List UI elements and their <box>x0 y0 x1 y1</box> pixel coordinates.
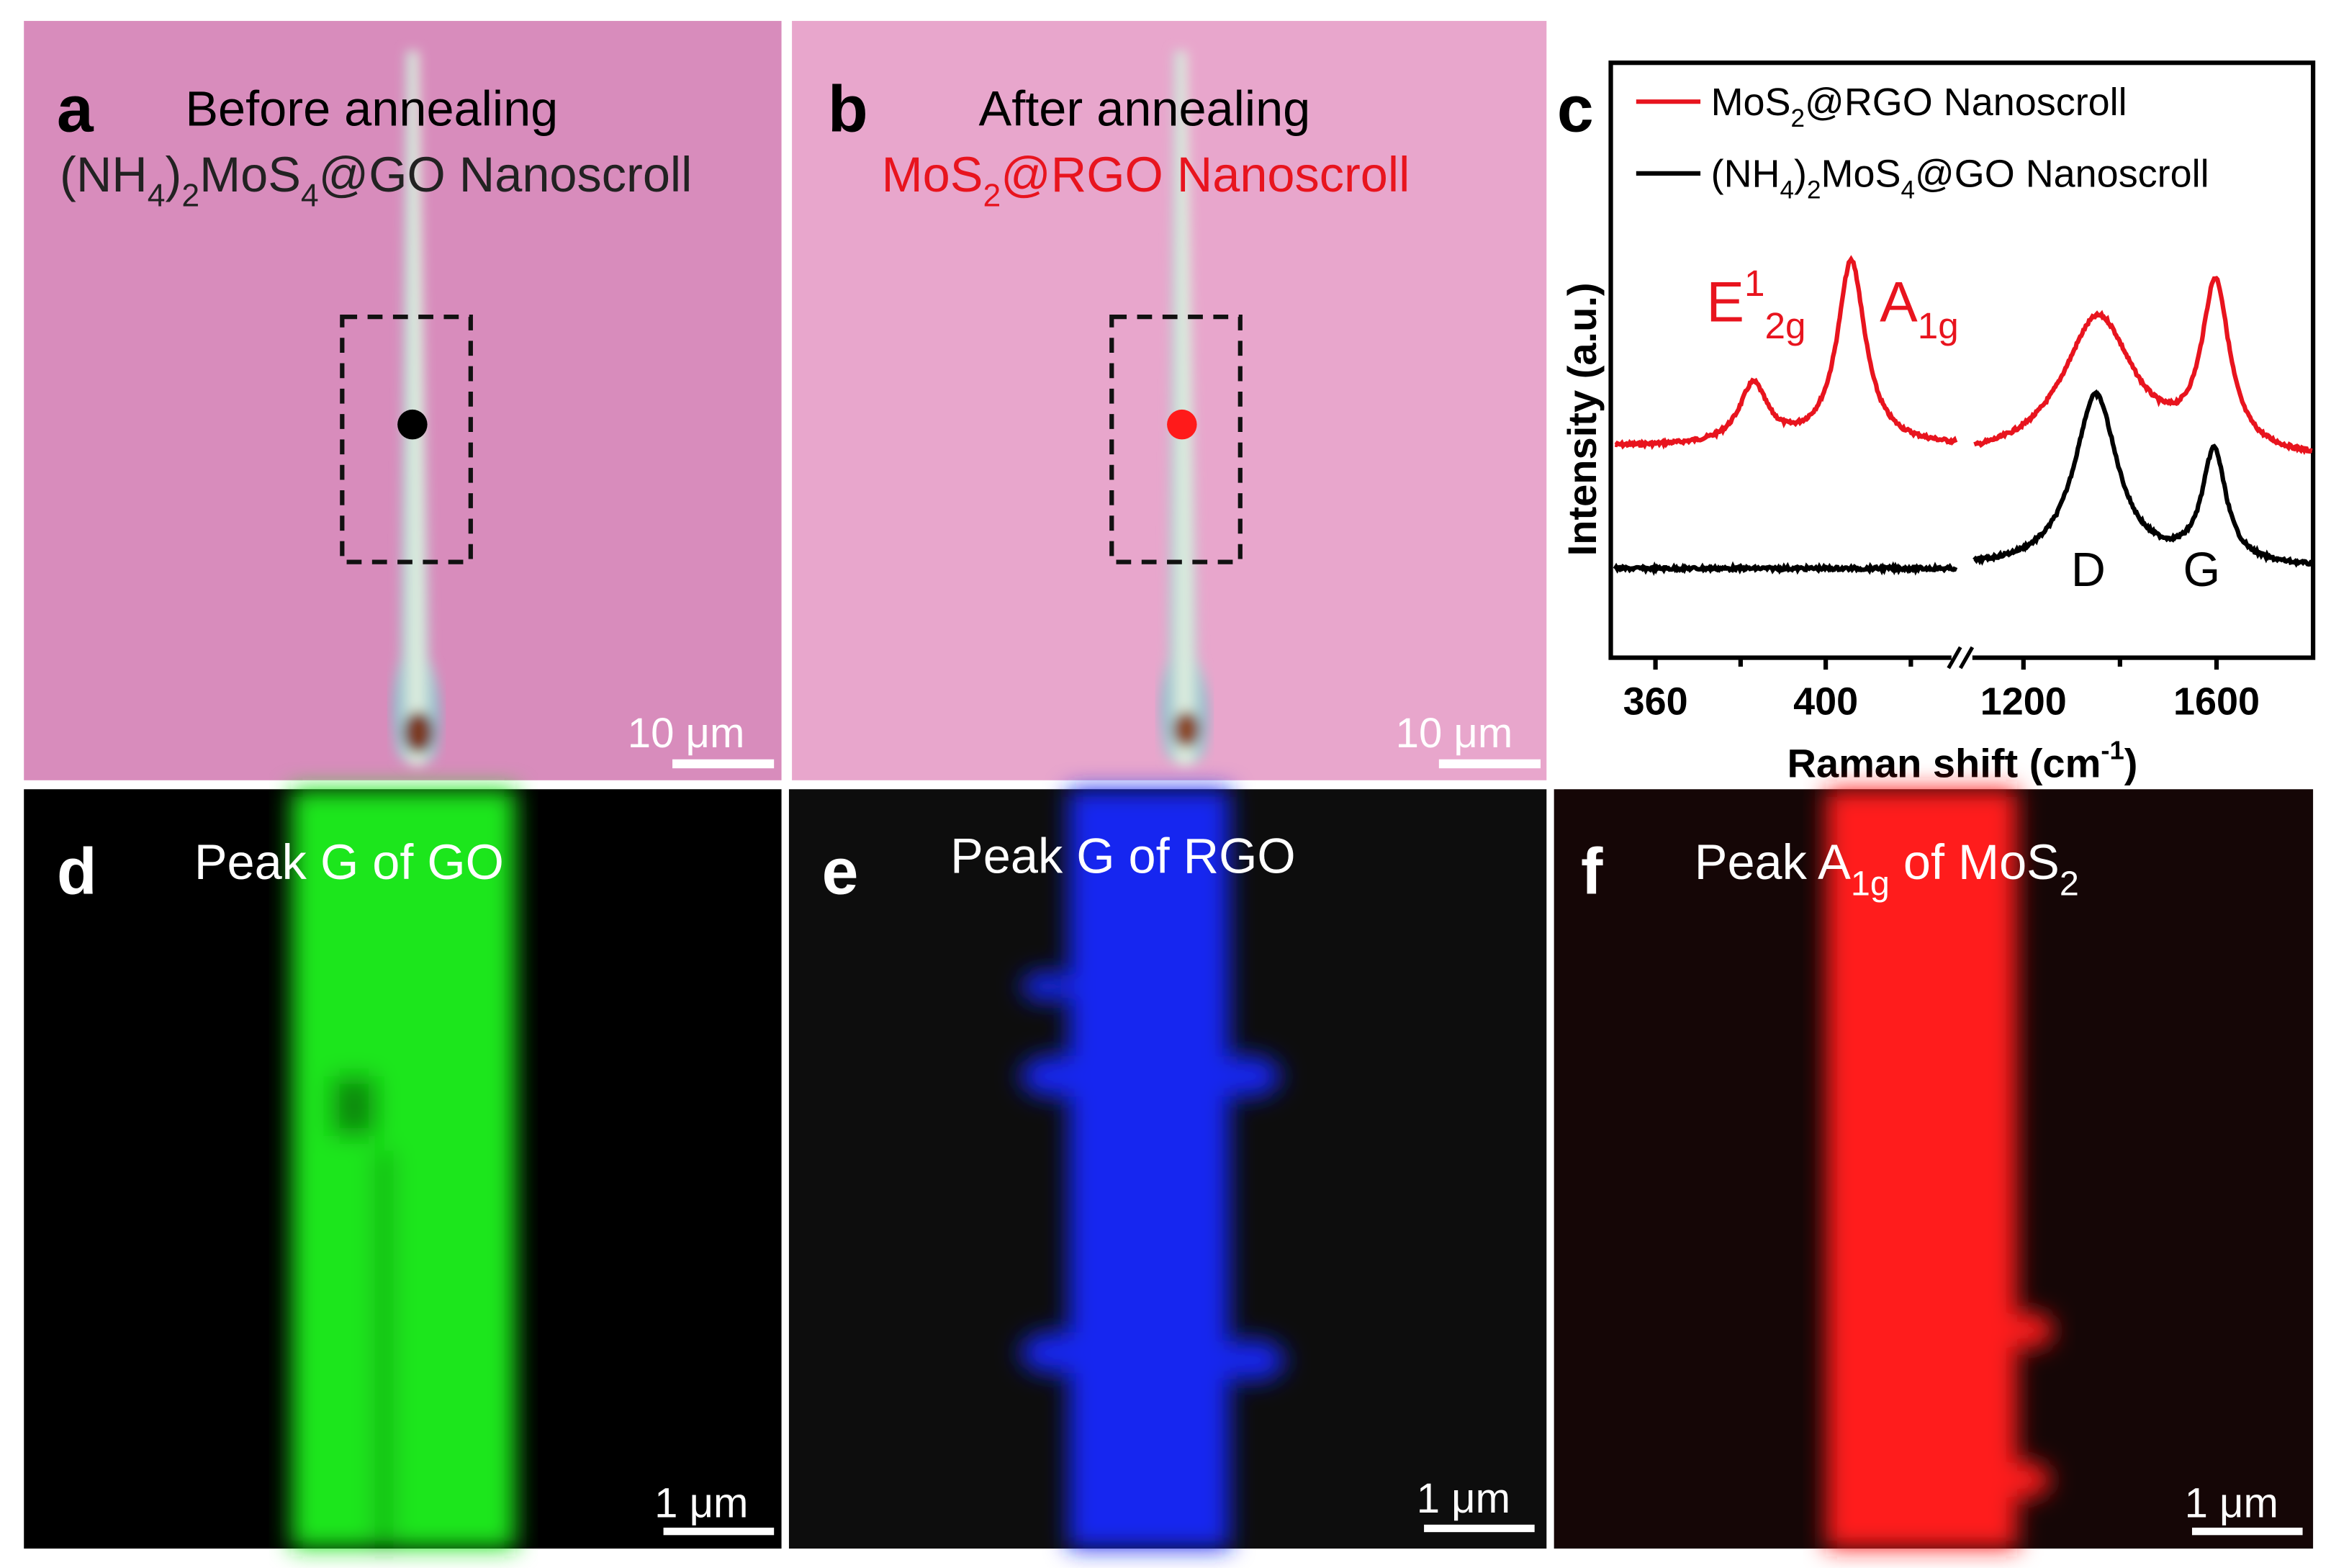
panel-subtitle: (NH4)2MoS4@GO Nanoscroll <box>60 147 692 214</box>
text-segment: MoS <box>199 147 301 202</box>
text-segment: ) <box>166 147 182 202</box>
subscript-text: 4 <box>301 178 319 213</box>
panel-title: Peak G of GO <box>194 834 504 890</box>
x-axis-label: Raman shift (cm-1) <box>1787 735 2137 785</box>
scale-bar-label: 10 μm <box>1396 710 1513 757</box>
panel-d: d Peak G of GO 1 μm <box>24 789 782 1549</box>
axis-break-mark <box>1947 646 1962 670</box>
scale-bar-label: 1 μm <box>1417 1475 1510 1522</box>
series-line-0-right <box>1973 276 2313 455</box>
subscript-text: 4 <box>148 178 166 213</box>
panel-label: c <box>1557 73 1594 146</box>
text-segment: Peak A <box>1695 834 1851 890</box>
nanoscroll-image <box>392 50 441 767</box>
raman-map-green <box>291 789 516 1549</box>
annotation-g: G <box>2183 544 2221 597</box>
selection-box <box>340 315 473 564</box>
legend-label: (NH4)2MoS4@GO Nanoscroll <box>1711 153 2209 204</box>
text-segment: @GO Nanoscroll <box>1915 153 2209 196</box>
scale-bar <box>1438 759 1541 769</box>
raman-map-blue <box>1020 789 1286 1549</box>
subscript-text: 2 <box>983 178 1001 213</box>
panel-title: Before annealing <box>185 81 558 136</box>
panel-label: a <box>57 73 94 146</box>
panel-a: a Before annealing (NH4)2MoS4@GO Nanoscr… <box>24 21 782 780</box>
text-segment: (NH <box>1711 153 1780 196</box>
text-segment: @GO Nanoscroll <box>319 147 693 202</box>
text-segment: @RGO Nanoscroll <box>1001 147 1410 202</box>
y-axis-label: Intensity (a.u.) <box>1559 282 1605 556</box>
subscript-text: 2 <box>181 178 199 213</box>
x-tick-label: 360 <box>1623 680 1688 723</box>
annotation-a1g: A1g <box>1880 270 1959 346</box>
x-tick-label: 400 <box>1793 680 1858 723</box>
axis-break-mark <box>1958 646 1975 670</box>
subscript-text: 2 <box>1807 176 1821 204</box>
panel-title: Peak G of RGO <box>950 829 1296 884</box>
scale-bar-label: 1 μm <box>654 1479 748 1526</box>
series-line-1-right <box>1972 389 2313 568</box>
scale-bar <box>1424 1524 1535 1533</box>
subscript-text: 2g <box>1764 305 1805 346</box>
panel-title: Peak A1g of MoS2 <box>1695 834 2079 903</box>
measurement-point <box>1167 409 1197 440</box>
legend-label: MoS2@RGO Nanoscroll <box>1711 81 2127 132</box>
superscript-text: 1 <box>1744 263 1765 304</box>
text-segment: Raman shift (cm <box>1787 741 2101 786</box>
panel-label: d <box>57 835 97 909</box>
series-line-1-left <box>1613 561 1958 576</box>
scale-bar-label: 1 μm <box>2185 1479 2278 1526</box>
subscript-text: 1g <box>1851 864 1890 903</box>
text-segment: A <box>1880 270 1918 333</box>
selection-box <box>1109 315 1243 564</box>
subscript-text: 4 <box>1901 176 1915 204</box>
text-segment: Peak G of RGO <box>950 829 1296 884</box>
text-segment: ) <box>1794 153 1807 196</box>
subscript-text: 2 <box>1791 104 1805 132</box>
text-segment: MoS <box>1821 153 1901 196</box>
chart-marks: 360 400 1200 1600 <box>1613 255 2313 723</box>
text-segment: E <box>1706 270 1744 333</box>
annotation-d: D <box>2071 544 2106 597</box>
scale-bar <box>663 1527 775 1536</box>
scale-bar-label: 10 μm <box>628 710 745 757</box>
series-line-0-left <box>1614 255 1958 451</box>
raman-map-red <box>1826 789 2053 1549</box>
superscript-text: -1 <box>2101 735 2124 765</box>
panel-b: b After annealing MoS2@RGO Nanoscroll 10… <box>792 21 1547 780</box>
text-segment: ) <box>2124 741 2138 786</box>
subscript-text: 4 <box>1780 176 1795 204</box>
annotation-e2g: E12g <box>1706 263 1805 346</box>
panel-subtitle: MoS2@RGO Nanoscroll <box>882 147 1410 214</box>
x-tick-label: 1200 <box>1980 680 2067 723</box>
subscript-text: 2 <box>2060 864 2079 903</box>
scale-bar <box>672 759 775 769</box>
panel-c-chart: c 360 400 1200 1600 MoS2@RGO Nanoscroll (NH… <box>1557 60 2316 786</box>
panel-f: f Peak A1g of MoS2 1 μm <box>1554 789 2314 1549</box>
panel-title: After annealing <box>979 81 1311 136</box>
measurement-point <box>397 409 428 440</box>
text-segment: of MoS <box>1890 834 2060 890</box>
text-segment: Peak G of GO <box>194 834 504 890</box>
text-segment: (NH <box>60 147 148 202</box>
subscript-text: 1g <box>1918 305 1959 346</box>
panel-e: e Peak G of RGO 1 μm <box>788 789 1547 1549</box>
x-tick-label: 1600 <box>2173 680 2260 723</box>
panel-label: b <box>828 73 868 146</box>
panel-label: e <box>822 835 859 909</box>
text-segment: MoS <box>882 147 983 202</box>
text-segment: MoS <box>1711 81 1791 124</box>
scale-bar <box>2191 1527 2303 1536</box>
panel-label: f <box>1581 835 1603 909</box>
nanoscroll-image <box>1160 50 1209 767</box>
text-segment: @RGO Nanoscroll <box>1805 81 2127 124</box>
